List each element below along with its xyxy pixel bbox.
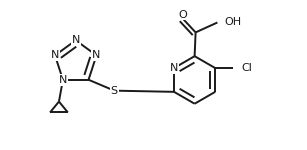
Text: O: O [178, 10, 187, 20]
Text: N: N [72, 35, 80, 45]
Text: OH: OH [224, 18, 242, 27]
Text: S: S [111, 86, 118, 96]
Text: N: N [92, 50, 101, 60]
Text: Cl: Cl [241, 63, 252, 73]
Text: N: N [59, 75, 67, 85]
Text: N: N [51, 50, 59, 60]
Text: N: N [170, 63, 178, 73]
